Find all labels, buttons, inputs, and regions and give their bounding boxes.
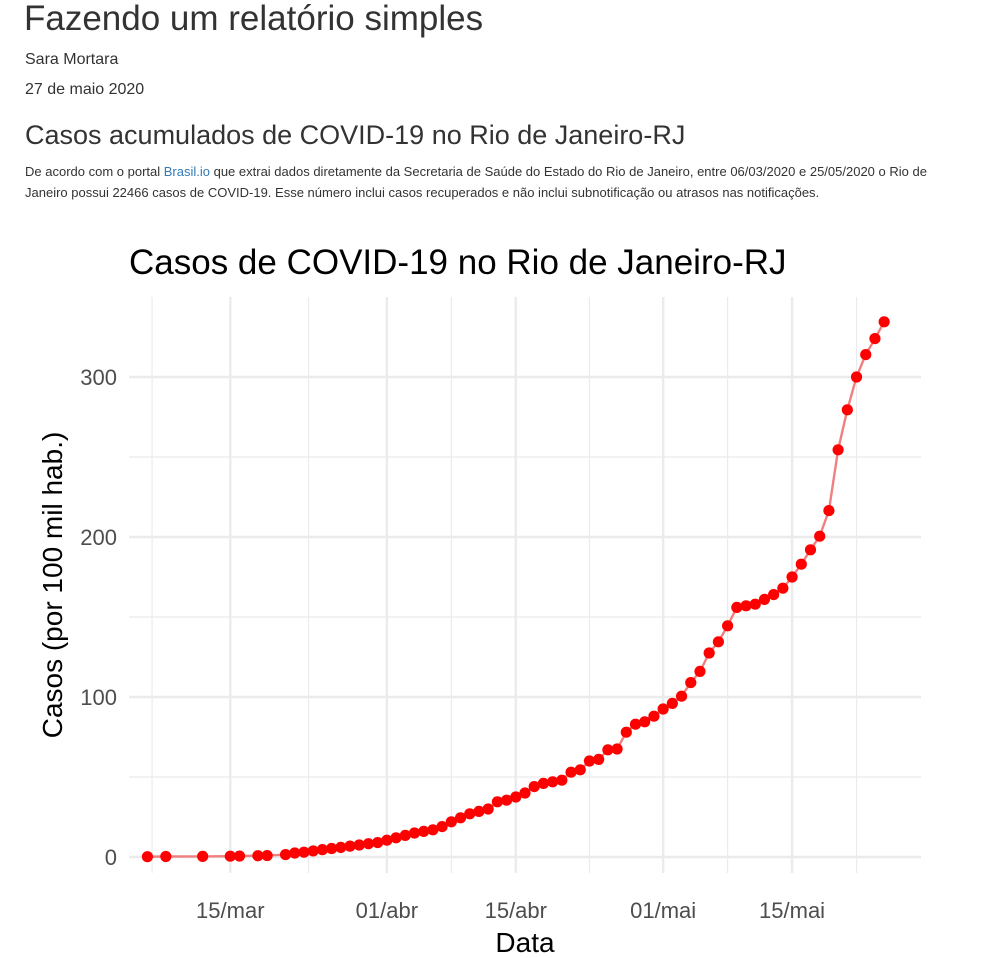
data-point bbox=[869, 333, 881, 345]
data-point bbox=[703, 647, 715, 659]
data-point bbox=[197, 850, 209, 862]
data-point bbox=[685, 677, 697, 689]
data-point bbox=[777, 582, 789, 594]
data-point bbox=[648, 710, 660, 722]
data-point bbox=[233, 850, 246, 862]
data-point bbox=[500, 794, 513, 806]
data-point bbox=[712, 636, 724, 648]
covid-cases-chart: 0 100 200 300 15/mar 01/abr 15/abr 01/mai 15/mai… bbox=[37, 243, 921, 958]
data-point bbox=[602, 744, 614, 756]
x-tick-label: 01/abr bbox=[356, 898, 418, 923]
data-point bbox=[537, 777, 550, 790]
data-point bbox=[620, 726, 632, 738]
data-point bbox=[252, 850, 264, 862]
x-tick-label: 15/mar bbox=[196, 898, 264, 923]
data-point bbox=[611, 743, 623, 755]
section-title: Casos acumulados de COVID-19 no Rio de J… bbox=[25, 120, 686, 150]
author-name: Sara Mortara bbox=[25, 51, 119, 68]
data-point bbox=[749, 598, 761, 610]
data-point bbox=[768, 589, 780, 601]
data-point bbox=[556, 774, 568, 786]
data-point bbox=[841, 404, 853, 416]
data-point bbox=[390, 832, 402, 844]
description-paragraph: De acordo com o portal Brasil.io que ext… bbox=[25, 162, 965, 203]
data-point bbox=[878, 316, 890, 328]
data-point bbox=[473, 805, 485, 818]
data-point bbox=[629, 718, 642, 730]
data-point bbox=[639, 716, 651, 728]
data-point bbox=[795, 558, 807, 570]
data-point bbox=[464, 808, 476, 820]
data-point bbox=[666, 697, 678, 709]
data-point bbox=[335, 841, 347, 854]
data-point bbox=[427, 824, 439, 836]
data-point bbox=[141, 851, 154, 863]
x-axis-label: Data bbox=[495, 927, 555, 958]
data-point bbox=[860, 349, 872, 361]
paragraph-text-start: De acordo com o portal bbox=[25, 164, 164, 179]
data-point bbox=[482, 803, 494, 815]
data-point bbox=[850, 371, 863, 383]
data-point bbox=[694, 665, 706, 677]
data-point bbox=[832, 444, 844, 456]
data-point bbox=[399, 829, 411, 842]
paragraph-text-end: que extrai dados diretamente da Secretar… bbox=[25, 164, 927, 200]
y-tick-label: 0 bbox=[105, 845, 117, 870]
data-point bbox=[289, 847, 301, 859]
data-point bbox=[307, 845, 319, 857]
chart-title: Casos de COVID-19 no Rio de Janeiro-RJ bbox=[129, 243, 787, 282]
data-point bbox=[722, 620, 734, 632]
data-point bbox=[804, 544, 817, 556]
data-point bbox=[593, 753, 605, 766]
y-tick-label: 300 bbox=[80, 365, 117, 390]
data-point bbox=[408, 827, 421, 839]
data-point bbox=[519, 787, 531, 799]
data-point bbox=[565, 766, 577, 778]
data-point bbox=[528, 781, 540, 793]
data-point bbox=[583, 755, 596, 767]
data-point bbox=[491, 796, 503, 808]
y-axis-label: Casos (por 100 mil hab.) bbox=[37, 432, 68, 739]
y-tick-label: 200 bbox=[80, 525, 117, 550]
data-point bbox=[316, 844, 328, 856]
data-point bbox=[353, 839, 365, 851]
data-point bbox=[372, 837, 384, 849]
data-point bbox=[298, 846, 310, 858]
data-point bbox=[326, 842, 338, 855]
data-point bbox=[160, 850, 172, 863]
data-point bbox=[731, 601, 743, 613]
data-point bbox=[261, 849, 273, 862]
x-tick-label: 15/abr bbox=[485, 898, 547, 923]
data-point bbox=[436, 821, 448, 833]
data-point bbox=[418, 825, 430, 838]
x-tick-label: 01/mai bbox=[630, 898, 696, 923]
data-point bbox=[657, 703, 669, 715]
data-point bbox=[344, 840, 356, 852]
data-point bbox=[740, 600, 752, 612]
data-point bbox=[786, 571, 798, 583]
document-date: 27 de maio 2020 bbox=[25, 81, 145, 98]
data-point bbox=[510, 791, 522, 803]
y-tick-label: 100 bbox=[80, 685, 117, 710]
data-point bbox=[279, 849, 292, 861]
data-point bbox=[454, 812, 467, 824]
document-title: Fazendo um relatório simples bbox=[24, 0, 484, 38]
data-point bbox=[381, 834, 393, 846]
data-point bbox=[574, 764, 586, 776]
data-point bbox=[362, 838, 375, 850]
brasil-io-link[interactable]: Brasil.io bbox=[163, 164, 210, 179]
data-point bbox=[547, 776, 559, 788]
data-point bbox=[445, 816, 457, 828]
x-tick-label: 15/mai bbox=[759, 898, 825, 923]
data-point bbox=[224, 850, 236, 862]
data-point bbox=[675, 690, 688, 702]
data-point bbox=[814, 530, 826, 542]
data-point bbox=[823, 505, 835, 517]
data-point bbox=[758, 593, 771, 605]
